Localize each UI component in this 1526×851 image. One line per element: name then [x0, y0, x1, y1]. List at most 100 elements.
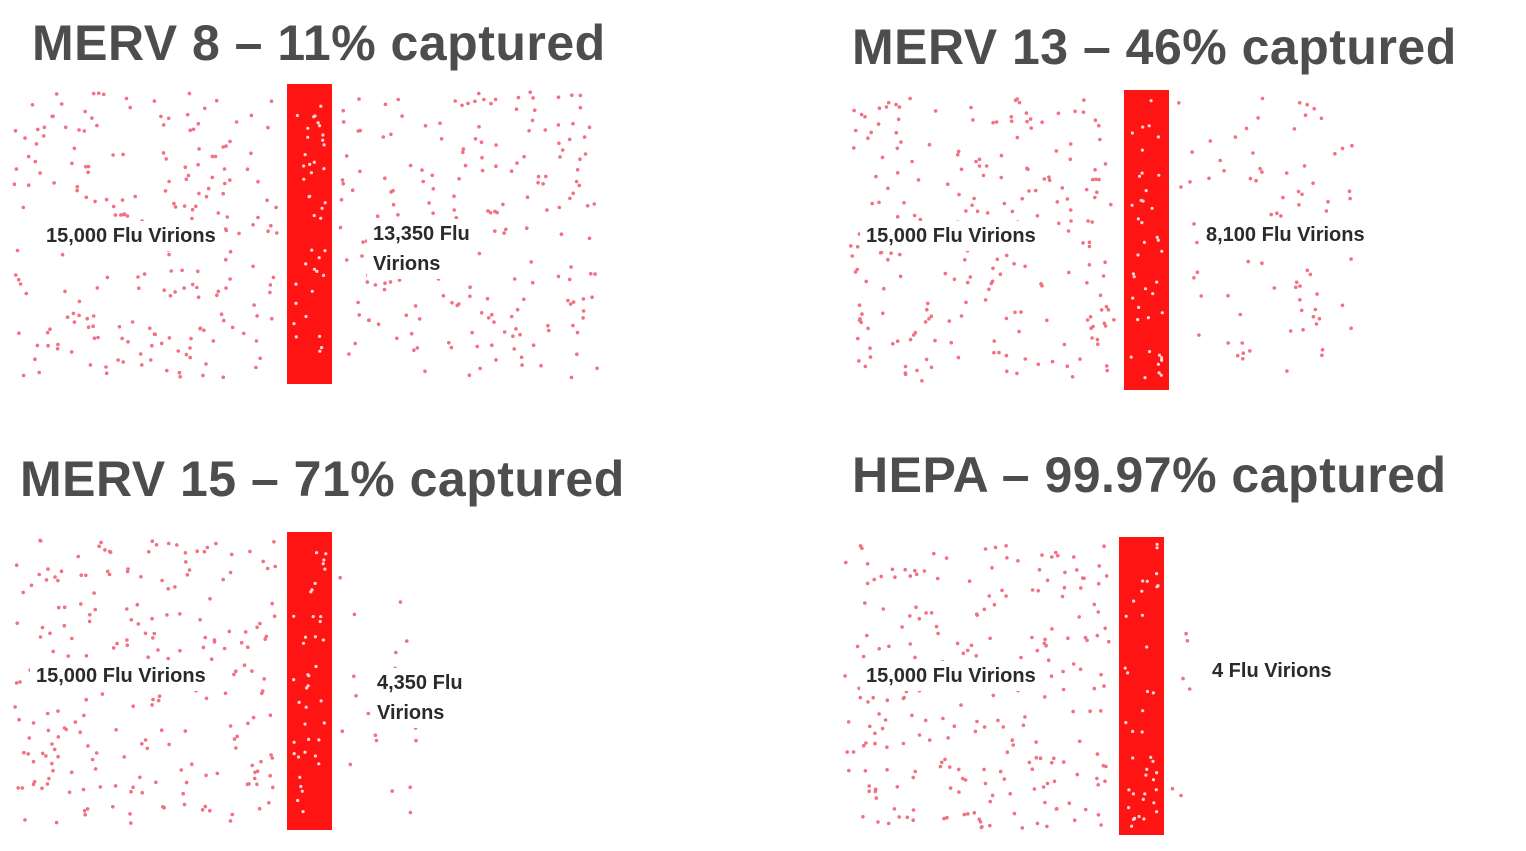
- captured-virion-dot: [295, 113, 299, 118]
- captured-virion-dot: [323, 201, 327, 205]
- virion-dot: [868, 355, 873, 359]
- captured-virion-dot: [314, 664, 318, 669]
- virion-dot: [490, 343, 494, 348]
- captured-virion-dot: [1143, 376, 1147, 380]
- virion-dot: [204, 362, 208, 366]
- virion-dot: [595, 366, 599, 371]
- virion-dot: [1081, 110, 1086, 114]
- virion-dot: [154, 780, 158, 785]
- captured-virion-dot: [323, 249, 327, 253]
- virion-dot: [31, 782, 36, 787]
- virion-dot: [77, 313, 81, 318]
- virion-dot: [1102, 684, 1106, 688]
- virion-dot: [570, 93, 574, 97]
- virion-dot: [93, 607, 97, 612]
- virion-dot: [1009, 119, 1014, 123]
- virion-dot: [21, 373, 26, 378]
- virion-dot: [38, 171, 42, 175]
- virion-dot: [162, 805, 166, 810]
- captured-virion-dot: [1151, 778, 1156, 782]
- virion-dot: [114, 728, 118, 732]
- virion-dot: [165, 613, 169, 617]
- virion-dot: [1190, 150, 1194, 154]
- virion-dot: [925, 307, 929, 312]
- virion-dot: [153, 332, 157, 337]
- virion-dot: [190, 216, 194, 221]
- virion-dot: [975, 209, 980, 214]
- virion-dot: [972, 196, 976, 201]
- virion-dot: [997, 350, 1001, 355]
- virion-dot: [990, 793, 995, 798]
- virion-dot: [79, 602, 83, 606]
- virion-dot: [864, 741, 868, 745]
- virion-dot: [382, 287, 387, 292]
- virion-dot: [133, 194, 137, 199]
- captured-virion-dot: [1136, 253, 1140, 257]
- virion-dot: [581, 316, 585, 320]
- virion-dot: [1103, 626, 1107, 631]
- virion-dot: [427, 201, 431, 205]
- virion-dot: [1067, 801, 1072, 805]
- virion-dot: [63, 289, 67, 294]
- virion-dot: [857, 686, 861, 691]
- virion-dot: [1065, 364, 1070, 369]
- virion-dot: [1096, 610, 1101, 614]
- virion-dot: [1061, 687, 1066, 692]
- virion-dot: [1313, 307, 1318, 312]
- virion-dot: [988, 799, 992, 804]
- virion-dot: [196, 162, 200, 167]
- virion-dot: [69, 350, 74, 354]
- virion-dot: [947, 319, 952, 323]
- virion-dot: [105, 275, 110, 280]
- virion-dot: [1298, 298, 1302, 302]
- virion-dot: [988, 636, 992, 641]
- virion-dot: [1095, 190, 1099, 195]
- virion-dot: [201, 373, 205, 378]
- captured-virion-dot: [324, 552, 328, 556]
- virion-dot: [1072, 555, 1076, 559]
- virion-dot: [569, 265, 573, 269]
- virion-dot: [468, 285, 472, 290]
- virion-dot: [1075, 772, 1080, 777]
- filter-bar: [1119, 537, 1164, 835]
- virion-dot: [92, 336, 97, 341]
- virion-dot: [525, 226, 529, 230]
- virion-dot: [173, 205, 178, 209]
- captured-virion-dot: [1151, 691, 1155, 695]
- virion-dot: [1106, 308, 1111, 312]
- captured-virion-dot: [1155, 546, 1159, 550]
- virion-dot: [1197, 333, 1201, 337]
- virion-dot: [1001, 725, 1006, 729]
- virion-dot: [1030, 635, 1034, 640]
- virion-dot: [520, 363, 524, 367]
- virion-dot: [216, 211, 221, 215]
- virion-dot: [977, 164, 982, 168]
- output-count-line: 13,350 Flu: [373, 223, 470, 245]
- virion-dot: [866, 136, 870, 140]
- virion-dot: [486, 316, 491, 320]
- virion-dot: [1032, 787, 1037, 791]
- virion-dot: [998, 272, 1003, 277]
- virion-dot: [1023, 264, 1027, 269]
- virion-dot: [270, 601, 275, 606]
- virion-dot: [65, 315, 70, 320]
- captured-virion-dot: [1155, 280, 1159, 284]
- virion-dot: [567, 137, 572, 142]
- virion-dot: [23, 136, 27, 140]
- virion-dot: [866, 326, 870, 331]
- virion-dot: [881, 607, 886, 611]
- virion-dot: [1056, 111, 1061, 116]
- virion-dot: [494, 143, 498, 147]
- virion-dot: [125, 643, 130, 648]
- virion-dot: [198, 618, 202, 622]
- virion-dot: [575, 168, 580, 172]
- virion-dot: [856, 336, 860, 341]
- virion-dot: [175, 543, 179, 547]
- virion-dot: [166, 116, 171, 121]
- virion-dot: [56, 709, 60, 713]
- virion-dot: [53, 575, 57, 579]
- virion-dot: [230, 325, 235, 330]
- virion-dot: [999, 153, 1004, 158]
- virion-dot: [987, 594, 992, 598]
